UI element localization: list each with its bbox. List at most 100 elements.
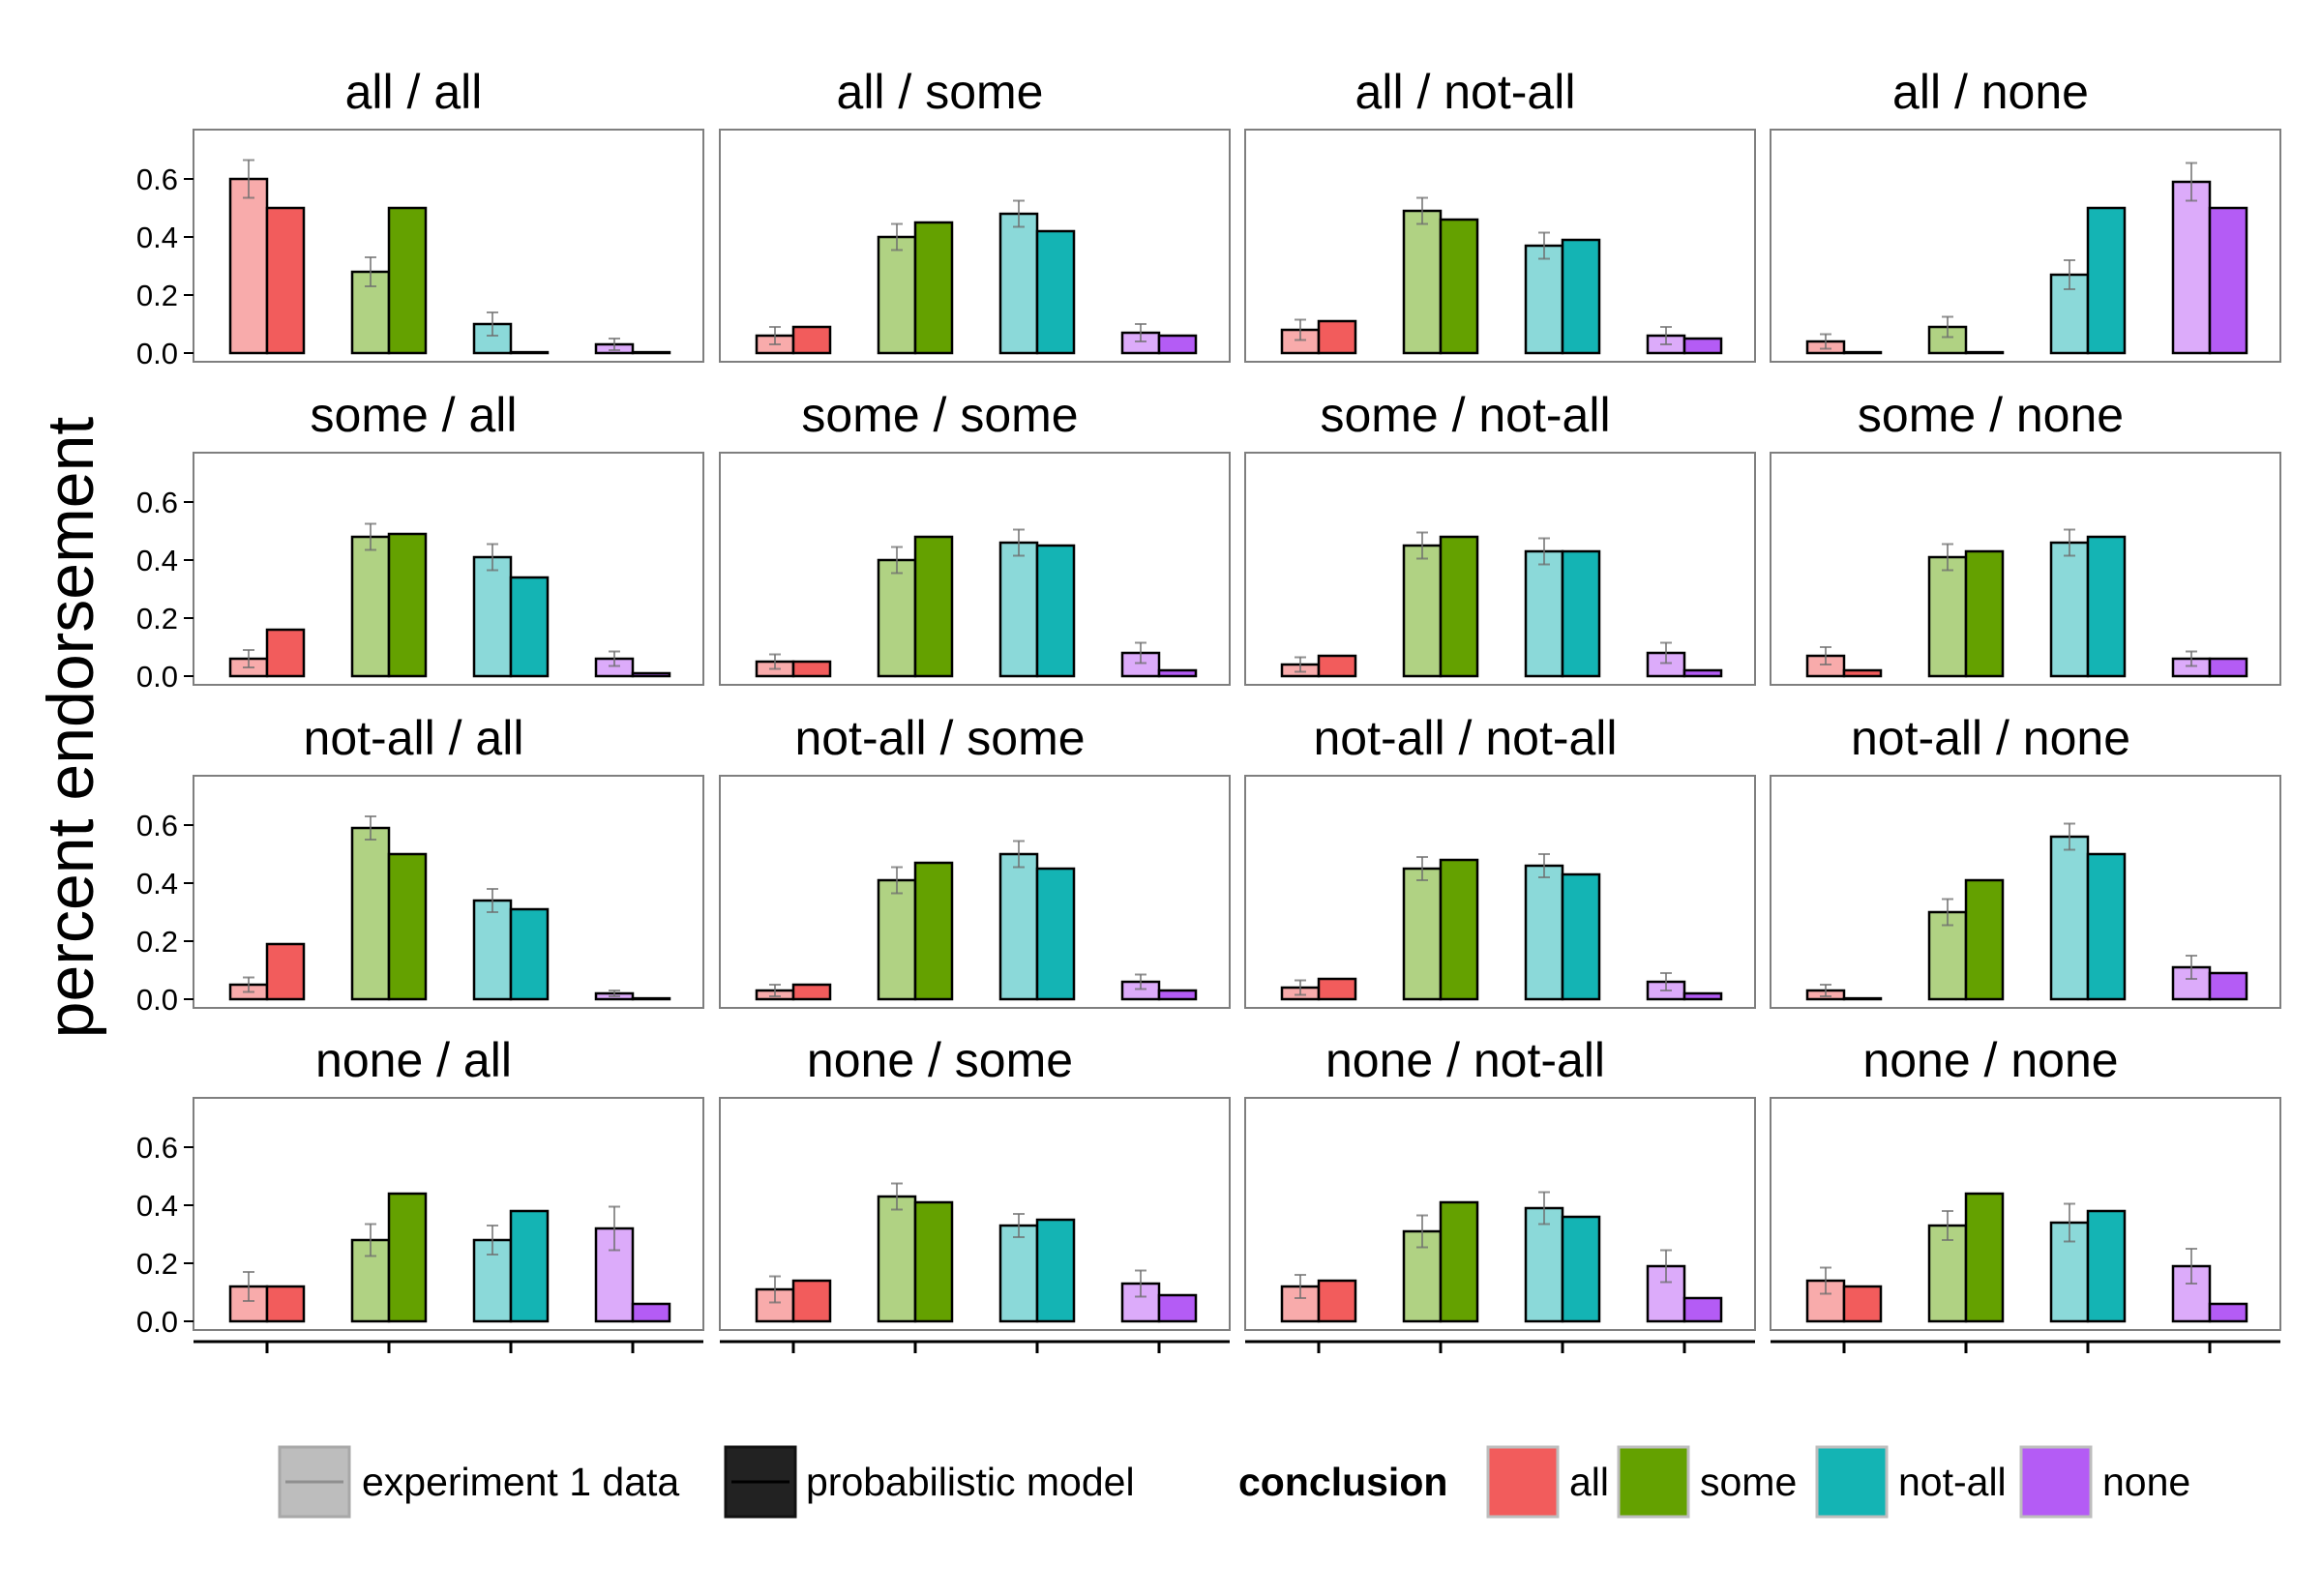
model-bar (1157, 989, 1198, 1001)
model-bar (1439, 535, 1479, 678)
model-bar (2208, 206, 2248, 355)
legend: experiment 1 data probabilistic model conc… (278, 1445, 2190, 1519)
y-tick-label: 0.2 (136, 1247, 178, 1281)
error-bar (1295, 1274, 1306, 1299)
legend-key (1617, 1445, 1690, 1519)
error-bar (1135, 323, 1146, 342)
model-bar (791, 325, 832, 355)
y-tick-label: 0.0 (136, 660, 178, 694)
data-bar (2049, 835, 2090, 1001)
model-bar (1842, 996, 1883, 1001)
model-bar (631, 671, 671, 678)
error-bar (1538, 853, 1550, 878)
data-bar (998, 212, 1039, 355)
panel-frame (193, 452, 704, 686)
panel-frame (719, 775, 1231, 1009)
error-bar (2186, 955, 2197, 980)
error-bar (1295, 656, 1306, 673)
panel: not-all / not-all (1244, 711, 1756, 1009)
y-tick-label: 0.6 (136, 163, 178, 196)
error-bar (365, 1223, 376, 1257)
model-bar (1682, 337, 1723, 355)
model-bar (1964, 350, 2005, 355)
panel-frame (1770, 775, 2281, 1009)
data-bar (1402, 209, 1443, 355)
model-bar (2086, 1209, 2127, 1323)
model-bar (265, 628, 306, 678)
model-bar (509, 350, 550, 355)
error-bar (769, 984, 781, 997)
y-tick-label: 0.0 (136, 337, 178, 370)
y-tick-label: 0.0 (136, 1305, 178, 1339)
error-bar (1942, 543, 1953, 572)
panel: some / some (719, 388, 1231, 686)
panel: none / not-all (1244, 1033, 1756, 1353)
error-bar (243, 1271, 254, 1302)
panel-title: not-all / none (1851, 711, 2130, 765)
model-bar (1317, 1279, 1357, 1323)
error-bar (1013, 528, 1025, 557)
error-bar (243, 649, 254, 668)
model-bar (1317, 319, 1357, 355)
panel-frame (719, 452, 1231, 686)
error-bar (891, 1182, 903, 1211)
error-bar (2186, 1248, 2197, 1285)
error-bar (891, 546, 903, 575)
model-bar (1317, 977, 1357, 1001)
error-bar (1820, 984, 1831, 997)
panel-title: all / some (837, 65, 1044, 119)
model-bar (2208, 1302, 2248, 1323)
error-bar (1820, 333, 1831, 350)
panel-title: not-all / not-all (1313, 711, 1617, 765)
model-bar (509, 907, 550, 1001)
panel-frame (1244, 775, 1756, 1009)
error-bar (1942, 315, 1953, 339)
model-bar (631, 1302, 671, 1323)
model-bar (913, 1200, 954, 1323)
error-bar (487, 543, 498, 572)
error-bar (609, 650, 620, 667)
model-bar (387, 532, 428, 678)
error-bar (1820, 1266, 1831, 1295)
panel-title: all / not-all (1355, 65, 1576, 119)
error-bar (365, 522, 376, 551)
model-bar (1964, 1192, 2005, 1323)
error-bar (243, 976, 254, 993)
panel-grid: all / all 0.0 0.2 0.4 0.6 all / some all / not… (136, 65, 2281, 1353)
legend-label: not-all (1898, 1460, 2007, 1504)
error-bar (609, 338, 620, 351)
panel-frame (1244, 129, 1756, 363)
model-bar (265, 1285, 306, 1323)
model-bar (1561, 549, 1601, 678)
data-bar (350, 826, 391, 1001)
model-bar (1157, 668, 1198, 678)
data-bar (1524, 244, 1564, 355)
data-bar (472, 555, 513, 678)
y-tick-label: 0.4 (136, 1189, 178, 1223)
data-bar (1524, 1206, 1564, 1323)
model-bar (509, 576, 550, 678)
error-bar (1013, 1213, 1025, 1238)
model-bar (631, 996, 671, 1001)
panel: all / all 0.0 0.2 0.4 0.6 (136, 65, 704, 370)
y-tick-label: 0.4 (136, 221, 178, 254)
y-axis-label: percent endorsement (34, 417, 107, 1039)
legend-title: conclusion (1238, 1460, 1447, 1504)
panel-title: all / all (345, 65, 483, 119)
error-bar (1295, 318, 1306, 341)
model-bar (1439, 218, 1479, 355)
error-bar (1660, 972, 1672, 991)
data-bar (2171, 180, 2212, 355)
legend-label: probabilistic model (806, 1460, 1135, 1504)
error-bar (1942, 1210, 1953, 1241)
error-bar (2064, 822, 2075, 851)
panel: not-all / none (1770, 711, 2281, 1009)
data-bar (2049, 541, 2090, 678)
model-bar (1561, 1215, 1601, 1323)
error-bar (2064, 528, 2075, 557)
data-bar (1927, 910, 1968, 1001)
panel-title: some / some (801, 388, 1078, 442)
error-bar (2064, 259, 2075, 290)
error-bar (1660, 1249, 1672, 1284)
panel-frame (1244, 452, 1756, 686)
